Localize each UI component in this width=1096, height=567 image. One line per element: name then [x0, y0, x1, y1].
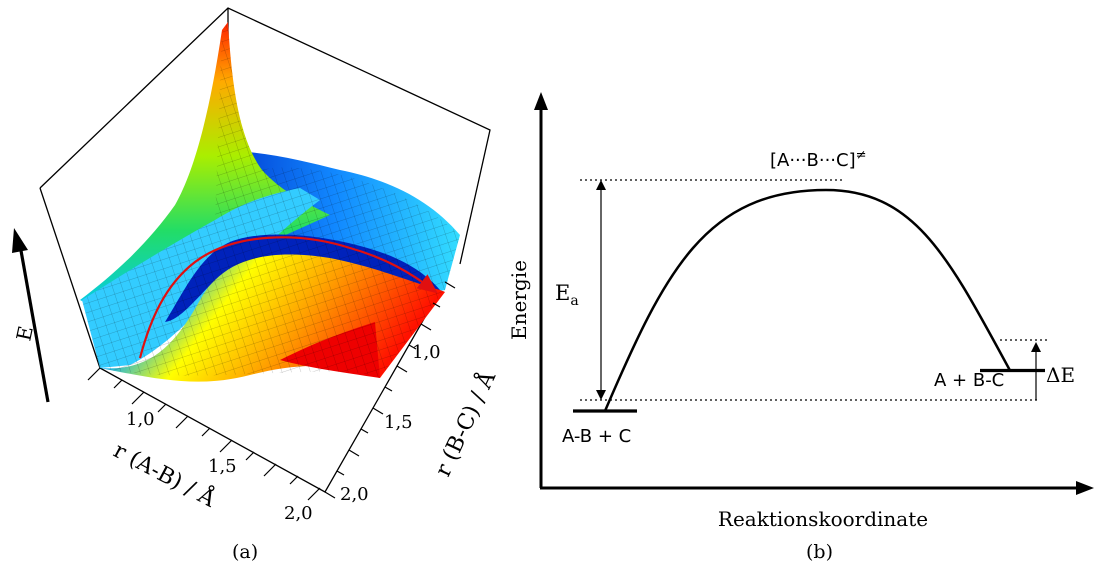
- transition-state-label: [A···B···C]≠: [770, 148, 867, 171]
- reactant-label: A-B + C: [562, 426, 631, 447]
- reaction-curve: [603, 188, 1012, 412]
- pes-surface-peak: [80, 22, 330, 320]
- product-label: A + B-C: [934, 370, 1004, 391]
- level-guides: [580, 179, 1048, 401]
- ab-axis-ticks: [87, 367, 321, 501]
- ab-tick-3: 2,0: [284, 503, 313, 524]
- pes-panel: E 1,0 1,5 2,0 r (A-B) / Å: [11, 7, 502, 563]
- energy-axis-label: E: [11, 324, 38, 343]
- bc-tick-1: 1,0: [412, 342, 441, 363]
- energy-profile-panel: Energie Reaktionskoordinate Ea ΔE: [507, 92, 1094, 563]
- y-axis-arrowhead: [534, 92, 548, 110]
- activation-energy-arrow: [596, 180, 606, 400]
- ab-tick-1: 1,0: [126, 409, 155, 430]
- energy-axis: E: [11, 228, 50, 403]
- energy-axis-arrowhead: [12, 228, 28, 253]
- pes-mesh: [82, 22, 460, 378]
- profile-axes: [534, 92, 1094, 495]
- panel-a-caption: (a): [232, 541, 258, 563]
- bc-axis-label: r (B-C) / Å: [428, 365, 502, 480]
- activation-energy-label: Ea: [555, 281, 579, 309]
- bc-tick-3: 2,0: [340, 484, 369, 505]
- ab-tick-2: 1,5: [208, 456, 237, 477]
- panel-b-caption: (b): [806, 541, 833, 563]
- reaction-path: [138, 236, 438, 359]
- bc-tick-2: 1,5: [384, 412, 413, 433]
- x-axis-arrowhead: [1076, 481, 1094, 495]
- bc-axis-ticks: [324, 281, 456, 499]
- ab-axis-label: r (A-B) / Å: [109, 436, 222, 514]
- delta-energy-arrow: [1031, 342, 1041, 400]
- x-axis-label: Reaktionskoordinate: [718, 507, 928, 531]
- delta-energy-label: ΔE: [1046, 363, 1075, 387]
- y-axis-label: Energie: [507, 260, 531, 340]
